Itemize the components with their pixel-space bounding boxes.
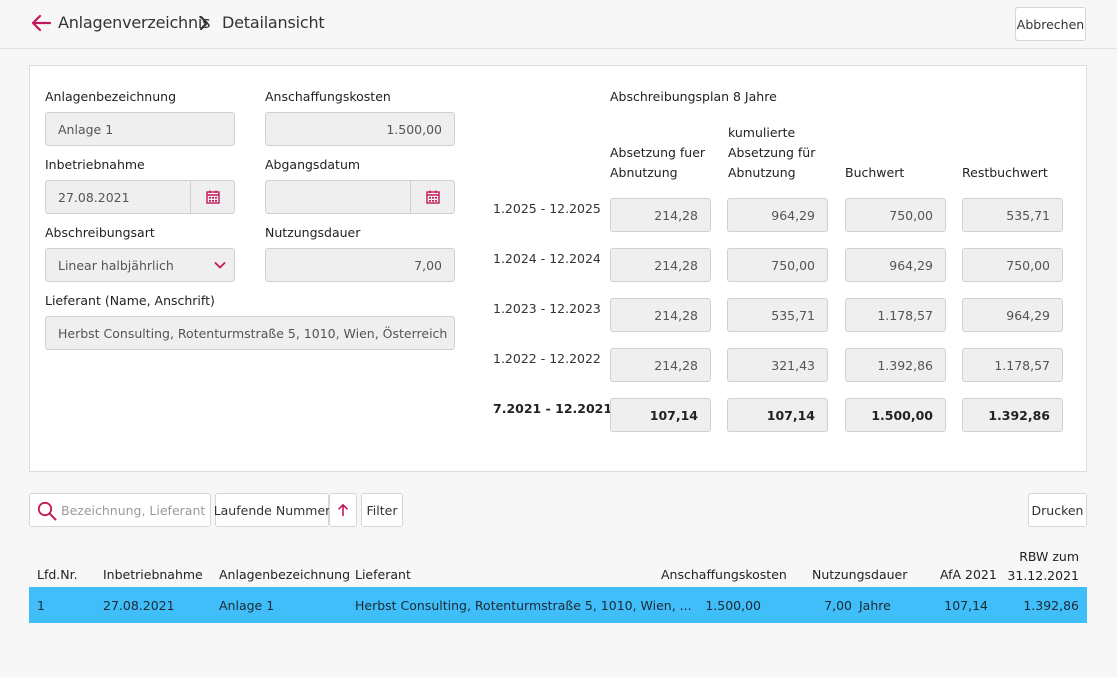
plan-period: 1.2023 - 12.2023 [493, 301, 601, 316]
cell-name: Anlage 1 [219, 598, 275, 613]
cell-cost: 1.500,00 [705, 598, 761, 613]
cell-start-date: 27.08.2021 [103, 598, 175, 613]
plan-period: 1.2024 - 12.2024 [493, 251, 601, 266]
name-label: Anlagenbezeichnung [45, 89, 176, 104]
cost-value: 1.500,00 [386, 121, 442, 137]
plan-afa-cell: 214,28 [610, 248, 711, 282]
disposal-date-field[interactable] [265, 180, 455, 214]
cost-field[interactable]: 1.500,00 [265, 112, 455, 146]
plan-buchwert-cell: 1.178,57 [845, 298, 946, 332]
plan-afa-cell: 214,28 [610, 348, 711, 382]
calendar-icon [205, 190, 220, 204]
back-arrow-icon[interactable] [30, 12, 52, 34]
col-afa-line2: Abnutzung [610, 165, 678, 180]
search-input[interactable] [61, 500, 206, 520]
chevron-down-icon [214, 262, 226, 269]
th-nr[interactable]: Lfd.Nr. [37, 567, 78, 582]
cancel-button[interactable]: Abbrechen [1015, 7, 1086, 41]
start-date-picker-button[interactable] [190, 181, 234, 213]
calendar-icon [425, 190, 440, 204]
chevron-right-icon [199, 15, 209, 31]
name-field[interactable]: Anlage 1 [45, 112, 235, 146]
supplier-value: Herbst Consulting, Rotenturmstraße 5, 10… [58, 325, 448, 341]
plan-buchwert-cell: 1.392,86 [845, 348, 946, 382]
duration-label: Nutzungsdauer [265, 225, 361, 240]
search-box[interactable] [29, 493, 211, 527]
col-rest-header: Restbuchwert [962, 165, 1048, 180]
plan-buchwert-cell: 964,29 [845, 248, 946, 282]
arrow-up-icon [338, 504, 348, 517]
cell-rbw: 1.392,86 [1023, 598, 1079, 613]
th-cost[interactable]: Anschaffungskosten [661, 567, 787, 582]
col-kum-line3: Abnutzung [728, 165, 796, 180]
th-name[interactable]: Anlagenbezeichnung [219, 567, 350, 582]
col-afa-line1: Absetzung fuer [610, 145, 706, 160]
cell-afa: 107,14 [944, 598, 988, 613]
breadcrumb-current: Detailansicht [222, 13, 325, 32]
supplier-field[interactable]: Herbst Consulting, Rotenturmstraße 5, 10… [45, 316, 455, 350]
supplier-label: Lieferant (Name, Anschrift) [45, 293, 215, 308]
plan-rest-cell: 1.178,57 [962, 348, 1063, 382]
cell-duration-unit: Jahre [859, 598, 891, 613]
method-select[interactable]: Linear halbjährlich [45, 248, 235, 282]
print-button[interactable]: Drucken [1028, 493, 1087, 527]
th-supplier[interactable]: Lieferant [355, 567, 411, 582]
plan-kum-cell: 535,71 [727, 298, 828, 332]
plan-kum-cell: 964,29 [727, 198, 828, 232]
th-rbw-line1: RBW zum [1019, 549, 1079, 564]
plan-afa-cell: 214,28 [610, 298, 711, 332]
col-kum-line2: Absetzung für [728, 145, 816, 160]
plan-afa-cell: 214,28 [610, 198, 711, 232]
cell-supplier: Herbst Consulting, Rotenturmstraße 5, 10… [355, 598, 692, 613]
plan-title: Abschreibungsplan 8 Jahre [610, 89, 777, 104]
method-value: Linear halbjährlich [58, 257, 174, 273]
method-label: Abschreibungsart [45, 225, 155, 240]
plan-rest-cell: 964,29 [962, 298, 1063, 332]
plan-period: 1.2022 - 12.2022 [493, 351, 601, 366]
col-afa-header: Absetzung fuer Abnutzung [610, 143, 705, 183]
plan-period: 7.2021 - 12.2021 [493, 401, 613, 416]
cell-nr: 1 [37, 598, 45, 613]
plan-rest-cell: 535,71 [962, 198, 1063, 232]
cost-label: Anschaffungskosten [265, 89, 391, 104]
th-afa[interactable]: AfA 2021 [940, 567, 997, 582]
col-kum-line1: kumulierte [728, 125, 796, 140]
header-bar: Anlagenverzeichnis Detailansicht Abbrech… [0, 0, 1117, 49]
breadcrumb-parent[interactable]: Anlagenverzeichnis [58, 13, 211, 32]
plan-kum-cell: 750,00 [727, 248, 828, 282]
th-start-date[interactable]: Inbetriebnahme [103, 567, 203, 582]
plan-kum-cell: 107,14 [727, 398, 828, 432]
start-date-value: 27.08.2021 [58, 189, 130, 205]
sort-field-button[interactable]: Laufende Nummer [214, 493, 330, 527]
duration-value: 7,00 [414, 257, 442, 273]
col-buchwert-header: Buchwert [845, 165, 905, 180]
plan-period: 1.2025 - 12.2025 [493, 201, 601, 216]
sort-direction-button[interactable] [329, 493, 357, 527]
col-kum-header: kumulierte Absetzung für Abnutzung [728, 123, 815, 183]
duration-field[interactable]: 7,00 [265, 248, 455, 282]
search-icon [37, 501, 57, 521]
disposal-date-picker-button[interactable] [410, 181, 454, 213]
plan-kum-cell: 321,43 [727, 348, 828, 382]
th-duration[interactable]: Nutzungsdauer [812, 567, 908, 582]
name-value: Anlage 1 [58, 121, 114, 137]
cell-duration: 7,00 [824, 598, 852, 613]
plan-rest-cell: 750,00 [962, 248, 1063, 282]
th-rbw[interactable]: RBW zum 31.12.2021 [1007, 547, 1079, 585]
plan-rest-cell: 1.392,86 [962, 398, 1063, 432]
start-date-field[interactable]: 27.08.2021 [45, 180, 235, 214]
disposal-date-label: Abgangsdatum [265, 157, 361, 172]
plan-afa-cell: 107,14 [610, 398, 711, 432]
plan-buchwert-cell: 750,00 [845, 198, 946, 232]
start-date-label: Inbetriebnahme [45, 157, 145, 172]
filter-button[interactable]: Filter [361, 493, 403, 527]
plan-buchwert-cell: 1.500,00 [845, 398, 946, 432]
table-row[interactable]: 1 27.08.2021 Anlage 1 Herbst Consulting,… [29, 587, 1087, 623]
th-rbw-line2: 31.12.2021 [1007, 568, 1079, 583]
